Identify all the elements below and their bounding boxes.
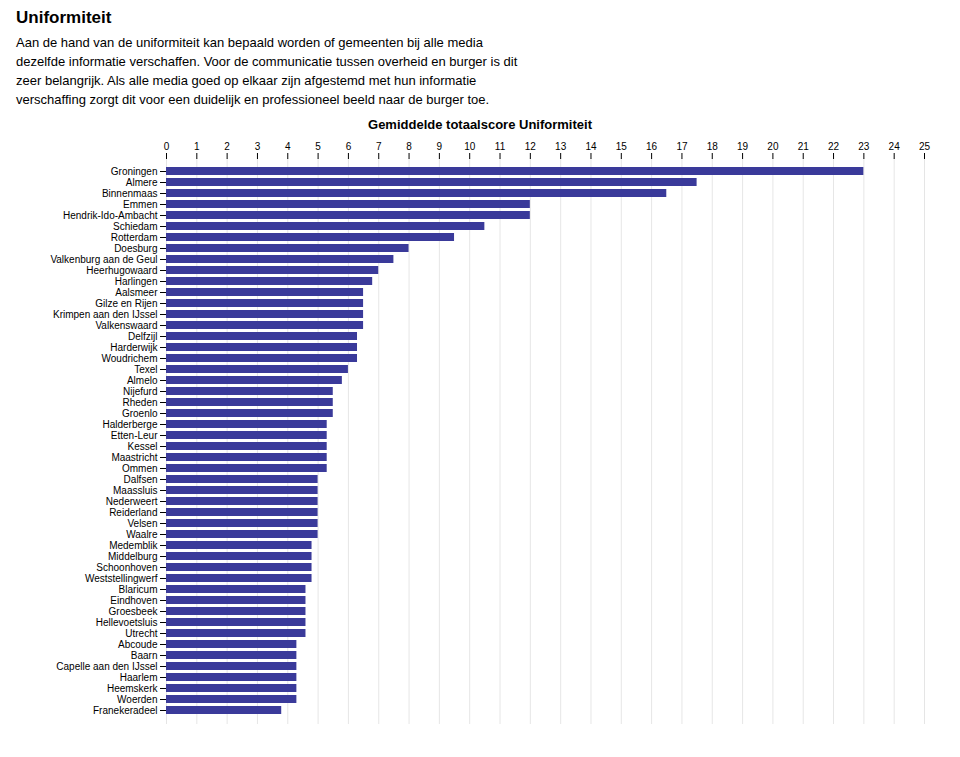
svg-text:Delfzijl: Delfzijl [128, 331, 157, 342]
svg-text:Franekeradeel: Franekeradeel [93, 705, 157, 716]
html-text:Uniformiteit: Uniformiteit [16, 8, 112, 27]
svg-text:16: 16 [646, 141, 658, 152]
svg-text:Woudrichem: Woudrichem [102, 353, 158, 364]
svg-text:0: 0 [164, 141, 170, 152]
svg-text:11: 11 [495, 141, 506, 152]
svg-text:24: 24 [889, 141, 901, 152]
svg-text:Baarn: Baarn [131, 650, 158, 661]
svg-text:Medemblik: Medemblik [109, 540, 158, 551]
svg-text:Aalsmeer: Aalsmeer [115, 287, 158, 298]
svg-text:Texel: Texel [134, 364, 157, 375]
svg-text:Ommen: Ommen [122, 463, 158, 474]
svg-text:14: 14 [585, 141, 597, 152]
svg-text:Haarlem: Haarlem [120, 672, 158, 683]
html-text:Aan de hand van de uniformitei: Aan de hand van de uniformiteit kan bepa… [16, 35, 518, 107]
svg-text:Doesburg: Doesburg [114, 243, 157, 254]
svg-text:4: 4 [285, 141, 291, 152]
svg-text:7: 7 [376, 141, 382, 152]
svg-text:Blaricum: Blaricum [119, 584, 158, 595]
svg-text:Emmen: Emmen [123, 199, 157, 210]
svg-text:1: 1 [194, 141, 200, 152]
svg-text:22: 22 [828, 141, 840, 152]
svg-text:Velsen: Velsen [127, 518, 157, 529]
svg-text:Valkenburg aan de Geul: Valkenburg aan de Geul [50, 254, 157, 265]
svg-text:12: 12 [525, 141, 537, 152]
svg-text:Rheden: Rheden [122, 397, 157, 408]
svg-text:Maastricht: Maastricht [111, 452, 157, 463]
svg-text:Valkenswaard: Valkenswaard [95, 320, 157, 331]
svg-text:Rotterdam: Rotterdam [111, 232, 158, 243]
svg-text:Nederweert: Nederweert [106, 496, 158, 507]
svg-text:6: 6 [346, 141, 352, 152]
svg-text:9: 9 [437, 141, 443, 152]
svg-text:Capelle aan den IJssel: Capelle aan den IJssel [56, 661, 157, 672]
svg-text:Reiderland: Reiderland [109, 507, 157, 518]
svg-text:Groenlo: Groenlo [122, 408, 158, 419]
svg-text:5: 5 [315, 141, 321, 152]
svg-text:3: 3 [255, 141, 261, 152]
svg-text:Groningen: Groningen [111, 166, 158, 177]
svg-text:Dalfsen: Dalfsen [124, 474, 158, 485]
svg-text:Hellevoetsluis: Hellevoetsluis [96, 617, 158, 628]
svg-text:Schiedam: Schiedam [113, 221, 157, 232]
svg-text:Almelo: Almelo [127, 375, 158, 386]
svg-text:Middelburg: Middelburg [108, 551, 157, 562]
svg-text:Heemskerk: Heemskerk [107, 683, 159, 694]
svg-text:Krimpen aan den IJssel: Krimpen aan den IJssel [53, 309, 158, 320]
svg-text:21: 21 [798, 141, 810, 152]
svg-text:Etten-Leur: Etten-Leur [111, 430, 158, 441]
svg-text:15: 15 [616, 141, 628, 152]
svg-text:Heerhugowaard: Heerhugowaard [86, 265, 157, 276]
svg-text:Hendrik-Ido-Ambacht: Hendrik-Ido-Ambacht [63, 210, 158, 221]
svg-text:19: 19 [737, 141, 749, 152]
svg-text:23: 23 [858, 141, 870, 152]
svg-text:13: 13 [555, 141, 567, 152]
svg-text:18: 18 [707, 141, 719, 152]
svg-text:Schoonhoven: Schoonhoven [96, 562, 157, 573]
svg-text:20: 20 [767, 141, 779, 152]
svg-text:Eindhoven: Eindhoven [110, 595, 157, 606]
svg-text:Binnenmaas: Binnenmaas [102, 188, 158, 199]
svg-text:Halderberge: Halderberge [102, 419, 157, 430]
svg-text:10: 10 [464, 141, 476, 152]
svg-text:8: 8 [406, 141, 412, 152]
svg-text:Nijefurd: Nijefurd [123, 386, 157, 397]
svg-text:Harlingen: Harlingen [115, 276, 158, 287]
svg-text:Weststellingwerf: Weststellingwerf [85, 573, 158, 584]
svg-text:Waalre: Waalre [126, 529, 158, 540]
svg-text:Groesbeek: Groesbeek [109, 606, 159, 617]
svg-text:Harderwijk: Harderwijk [110, 342, 158, 353]
svg-text:Utrecht: Utrecht [125, 628, 157, 639]
svg-text:Woerden: Woerden [117, 694, 157, 705]
svg-text:Kessel: Kessel [127, 441, 157, 452]
svg-text:Maassluis: Maassluis [113, 485, 157, 496]
svg-text:2: 2 [224, 141, 230, 152]
svg-text:25: 25 [919, 141, 931, 152]
svg-text:17: 17 [676, 141, 688, 152]
svg-text:Abcoude: Abcoude [118, 639, 158, 650]
svg-text:Gilze en Rijen: Gilze en Rijen [95, 298, 157, 309]
svg-text:Almere: Almere [126, 177, 158, 188]
html-text:Gemiddelde totaalscore Uniform: Gemiddelde totaalscore Uniformiteit [368, 117, 592, 133]
